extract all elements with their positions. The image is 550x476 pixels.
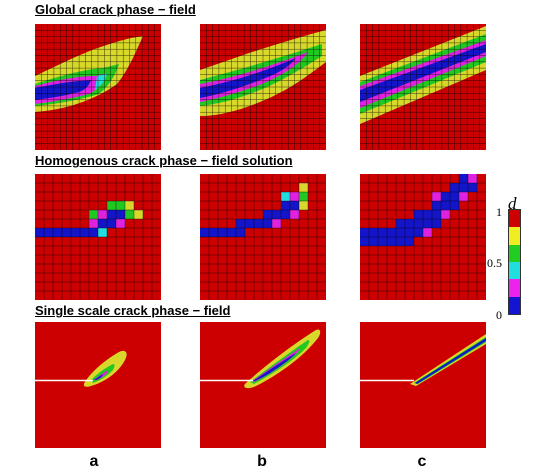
legend-symbol: d: [508, 194, 517, 213]
legend-tick-mid: 0.5: [487, 256, 502, 270]
colorbar-swatch-6: [509, 296, 520, 314]
column-label-c: c: [417, 453, 427, 470]
column-label-b: b: [257, 453, 267, 470]
legend-tick-max: 1: [496, 205, 502, 219]
panel-global-b: [200, 24, 326, 150]
title-single-scale-crack-phase-field: Single scale crack phase − field: [35, 303, 231, 318]
title-global-crack-phase-field: Global crack phase − field: [35, 2, 196, 17]
colorbar-swatch-2: [509, 227, 520, 245]
column-label-a: a: [89, 453, 99, 470]
panel-global-a: [35, 24, 161, 150]
panel-single-scale-c: [360, 322, 486, 448]
panel-homogenous-a: [35, 174, 161, 300]
panel-homogenous-c: [360, 174, 486, 300]
colorbar-swatch-1: [509, 210, 520, 228]
colorbar-swatch-5: [509, 279, 520, 297]
panel-homogenous-b: [200, 174, 326, 300]
legend-tick-min: 0: [496, 308, 502, 322]
colorbar-swatch-3: [509, 244, 520, 262]
colorbar-swatch-4: [509, 261, 520, 280]
title-homogenous-crack-phase-field: Homogenous crack phase − field solution: [35, 153, 293, 168]
panel-single-scale-a: [35, 322, 161, 448]
colorbar-legend: d 1 0.5 0: [476, 194, 550, 326]
colorbar: [508, 209, 521, 315]
panel-global-c: [360, 24, 486, 150]
panel-single-scale-b: [200, 322, 326, 448]
